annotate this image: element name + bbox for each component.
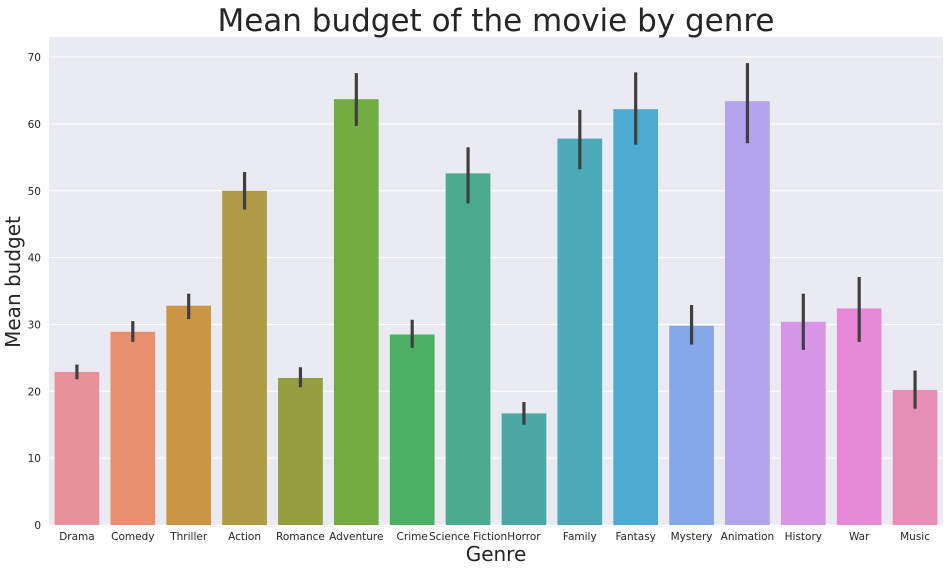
bar-drama: [54, 371, 100, 525]
x-tick-label: Family: [563, 531, 597, 543]
x-tick-label: History: [785, 531, 822, 543]
y-tick-label: 50: [28, 186, 41, 198]
x-tick-label: Horror: [507, 531, 541, 543]
bar-thriller: [166, 305, 212, 525]
x-tick-label: Mystery: [671, 531, 713, 543]
bar-adventure: [333, 99, 379, 525]
y-tick-label: 30: [28, 319, 41, 331]
x-tick-label: Fantasy: [615, 531, 655, 543]
bar-family: [557, 138, 603, 525]
bar-mystery: [669, 325, 714, 525]
y-tick-labels: 0 10 20 30 40 50 60 70: [28, 52, 41, 532]
bar-history: [780, 321, 826, 525]
x-tick-label: Adventure: [329, 531, 383, 543]
error-bars: [75, 63, 917, 425]
x-tick-label: Thriller: [169, 531, 208, 543]
y-tick-label: 60: [28, 119, 41, 131]
y-tick-label: 40: [28, 253, 41, 265]
bar-science-fiction: [445, 173, 491, 525]
x-tick-label: Animation: [721, 531, 775, 543]
x-tick-label: Drama: [59, 531, 95, 543]
y-tick-label: 70: [28, 52, 41, 64]
bar-horror: [501, 413, 547, 525]
bar-music: [892, 389, 938, 525]
bar-war: [836, 308, 882, 525]
bar-comedy: [110, 331, 156, 525]
bar-fantasy: [613, 109, 659, 525]
x-tick-label: Comedy: [111, 531, 154, 543]
y-tick-label: 10: [28, 453, 41, 465]
bar-romance: [278, 377, 323, 525]
x-tick-label: Romance: [276, 531, 325, 543]
bar-action: [222, 190, 267, 525]
y-tick-label: 20: [28, 386, 41, 398]
bar-animation: [725, 101, 770, 525]
chart-title: Mean budget of the movie by genre: [217, 3, 774, 39]
y-axis-title: Mean budget: [1, 216, 25, 348]
x-tick-label: Crime: [397, 531, 428, 543]
x-tick-label: Action: [228, 531, 261, 543]
bars: [54, 99, 938, 525]
y-tick-label: 0: [34, 520, 41, 532]
x-tick-labels: Drama Comedy Thriller Action Romance Adventur…: [59, 531, 930, 543]
x-tick-label: Science Fiction: [429, 531, 507, 543]
x-axis-title: Genre: [466, 542, 527, 566]
x-tick-label: Music: [900, 531, 930, 543]
x-tick-label: War: [849, 531, 870, 543]
bar-crime: [389, 334, 435, 525]
